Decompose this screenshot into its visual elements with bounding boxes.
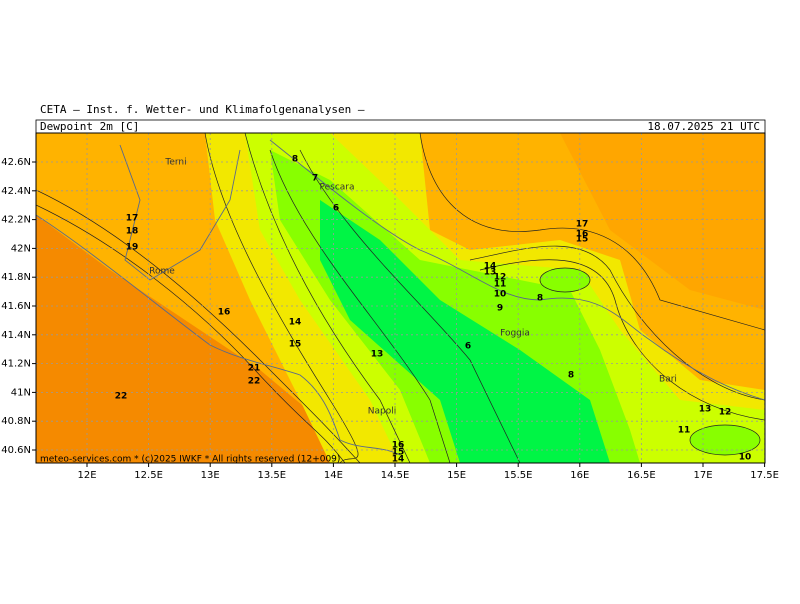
lon-label: 12E xyxy=(77,470,96,481)
institute-title: CETA — Inst. f. Wetter- und Klimafolgena… xyxy=(40,103,365,116)
lat-label: 40.8N xyxy=(1,416,31,427)
lat-label: 42.2N xyxy=(1,215,31,226)
lon-label: 13.5E xyxy=(258,470,287,481)
contour-label: 21 xyxy=(248,364,261,374)
contour-label: 9 xyxy=(497,304,503,314)
contour-label: 14 xyxy=(289,318,302,328)
lon-label: 17E xyxy=(693,470,712,481)
valid-time: 18.07.2025 21 UTC xyxy=(647,120,760,133)
contour-label: 8 xyxy=(568,371,574,381)
lon-label: 13E xyxy=(201,470,220,481)
contour-label: 10 xyxy=(739,453,752,463)
city-label: Bari xyxy=(659,375,677,385)
lat-label: 42.6N xyxy=(1,157,31,168)
lat-label: 41N xyxy=(11,387,31,398)
lon-label: 15E xyxy=(447,470,466,481)
contour-label: 17 xyxy=(576,220,589,230)
lat-label: 41.8N xyxy=(1,272,31,283)
contour-label: 19 xyxy=(126,243,139,253)
lat-label: 41.6N xyxy=(1,301,31,312)
contour-label: 17 xyxy=(126,214,139,224)
contour-label: 16 xyxy=(392,441,405,451)
field-band xyxy=(689,424,761,456)
contours xyxy=(36,133,765,463)
contour-label: 12 xyxy=(494,273,507,283)
lat-label: 41.4N xyxy=(1,330,31,341)
map-area xyxy=(36,133,765,463)
contour-label: 15 xyxy=(392,448,405,458)
lat-label: 42N xyxy=(11,243,31,254)
contour-label: 8 xyxy=(537,294,543,304)
lon-label: 16E xyxy=(570,470,589,481)
city-label: Foggia xyxy=(500,329,530,339)
field-band xyxy=(560,133,765,310)
city-label: Rome xyxy=(149,267,175,277)
contour-label: 22 xyxy=(248,377,261,387)
field-band xyxy=(539,267,591,293)
lon-label: 12.5E xyxy=(134,470,163,481)
contour-label: 10 xyxy=(494,290,507,300)
lon-label: 16.5E xyxy=(627,470,656,481)
contour-label: 12 xyxy=(719,408,732,418)
lon-label: 17.5E xyxy=(750,470,779,481)
contour-label: 18 xyxy=(126,227,139,237)
contour-label: 6 xyxy=(333,204,339,214)
contour-label: 6 xyxy=(465,342,471,352)
map-frame xyxy=(35,132,766,464)
city-label: Pescara xyxy=(319,183,354,193)
field-title: Dewpoint 2m [C] xyxy=(40,120,139,133)
contour-label: 8 xyxy=(292,155,298,165)
contour-label: 16 xyxy=(218,308,231,318)
city-label: Napoli xyxy=(368,407,396,417)
lon-label: 15.5E xyxy=(504,470,533,481)
lon-label: 14.5E xyxy=(381,470,410,481)
contour-label: 16 xyxy=(576,230,589,240)
contour-label: 11 xyxy=(678,426,691,436)
lat-label: 40.6N xyxy=(1,445,31,456)
contour-label: 22 xyxy=(115,392,128,402)
contour-label: 13 xyxy=(484,268,497,278)
lat-label: 42.4N xyxy=(1,186,31,197)
footer: meteo-services.com * (c)2025 IWKF * All … xyxy=(40,455,340,465)
contour-label: 13 xyxy=(371,350,384,360)
contour-label: 15 xyxy=(289,340,302,350)
coastlines xyxy=(36,139,765,456)
lat-label: 41.2N xyxy=(1,359,31,370)
contour-label: 14 xyxy=(392,455,405,465)
contour-label: 7 xyxy=(312,174,318,184)
contour-label: 15 xyxy=(576,235,589,245)
field-band xyxy=(320,200,610,463)
contour-label: 13 xyxy=(699,405,712,415)
lon-label: 14E xyxy=(324,470,343,481)
city-label: Terni xyxy=(164,158,186,168)
contour-label: 14 xyxy=(484,262,497,272)
contour-label: 11 xyxy=(494,280,507,290)
labels: 42.6N 42.4N 42.2N 42N 41.8N 41.6N 41.4N 41.2N 41… xyxy=(1,155,779,482)
